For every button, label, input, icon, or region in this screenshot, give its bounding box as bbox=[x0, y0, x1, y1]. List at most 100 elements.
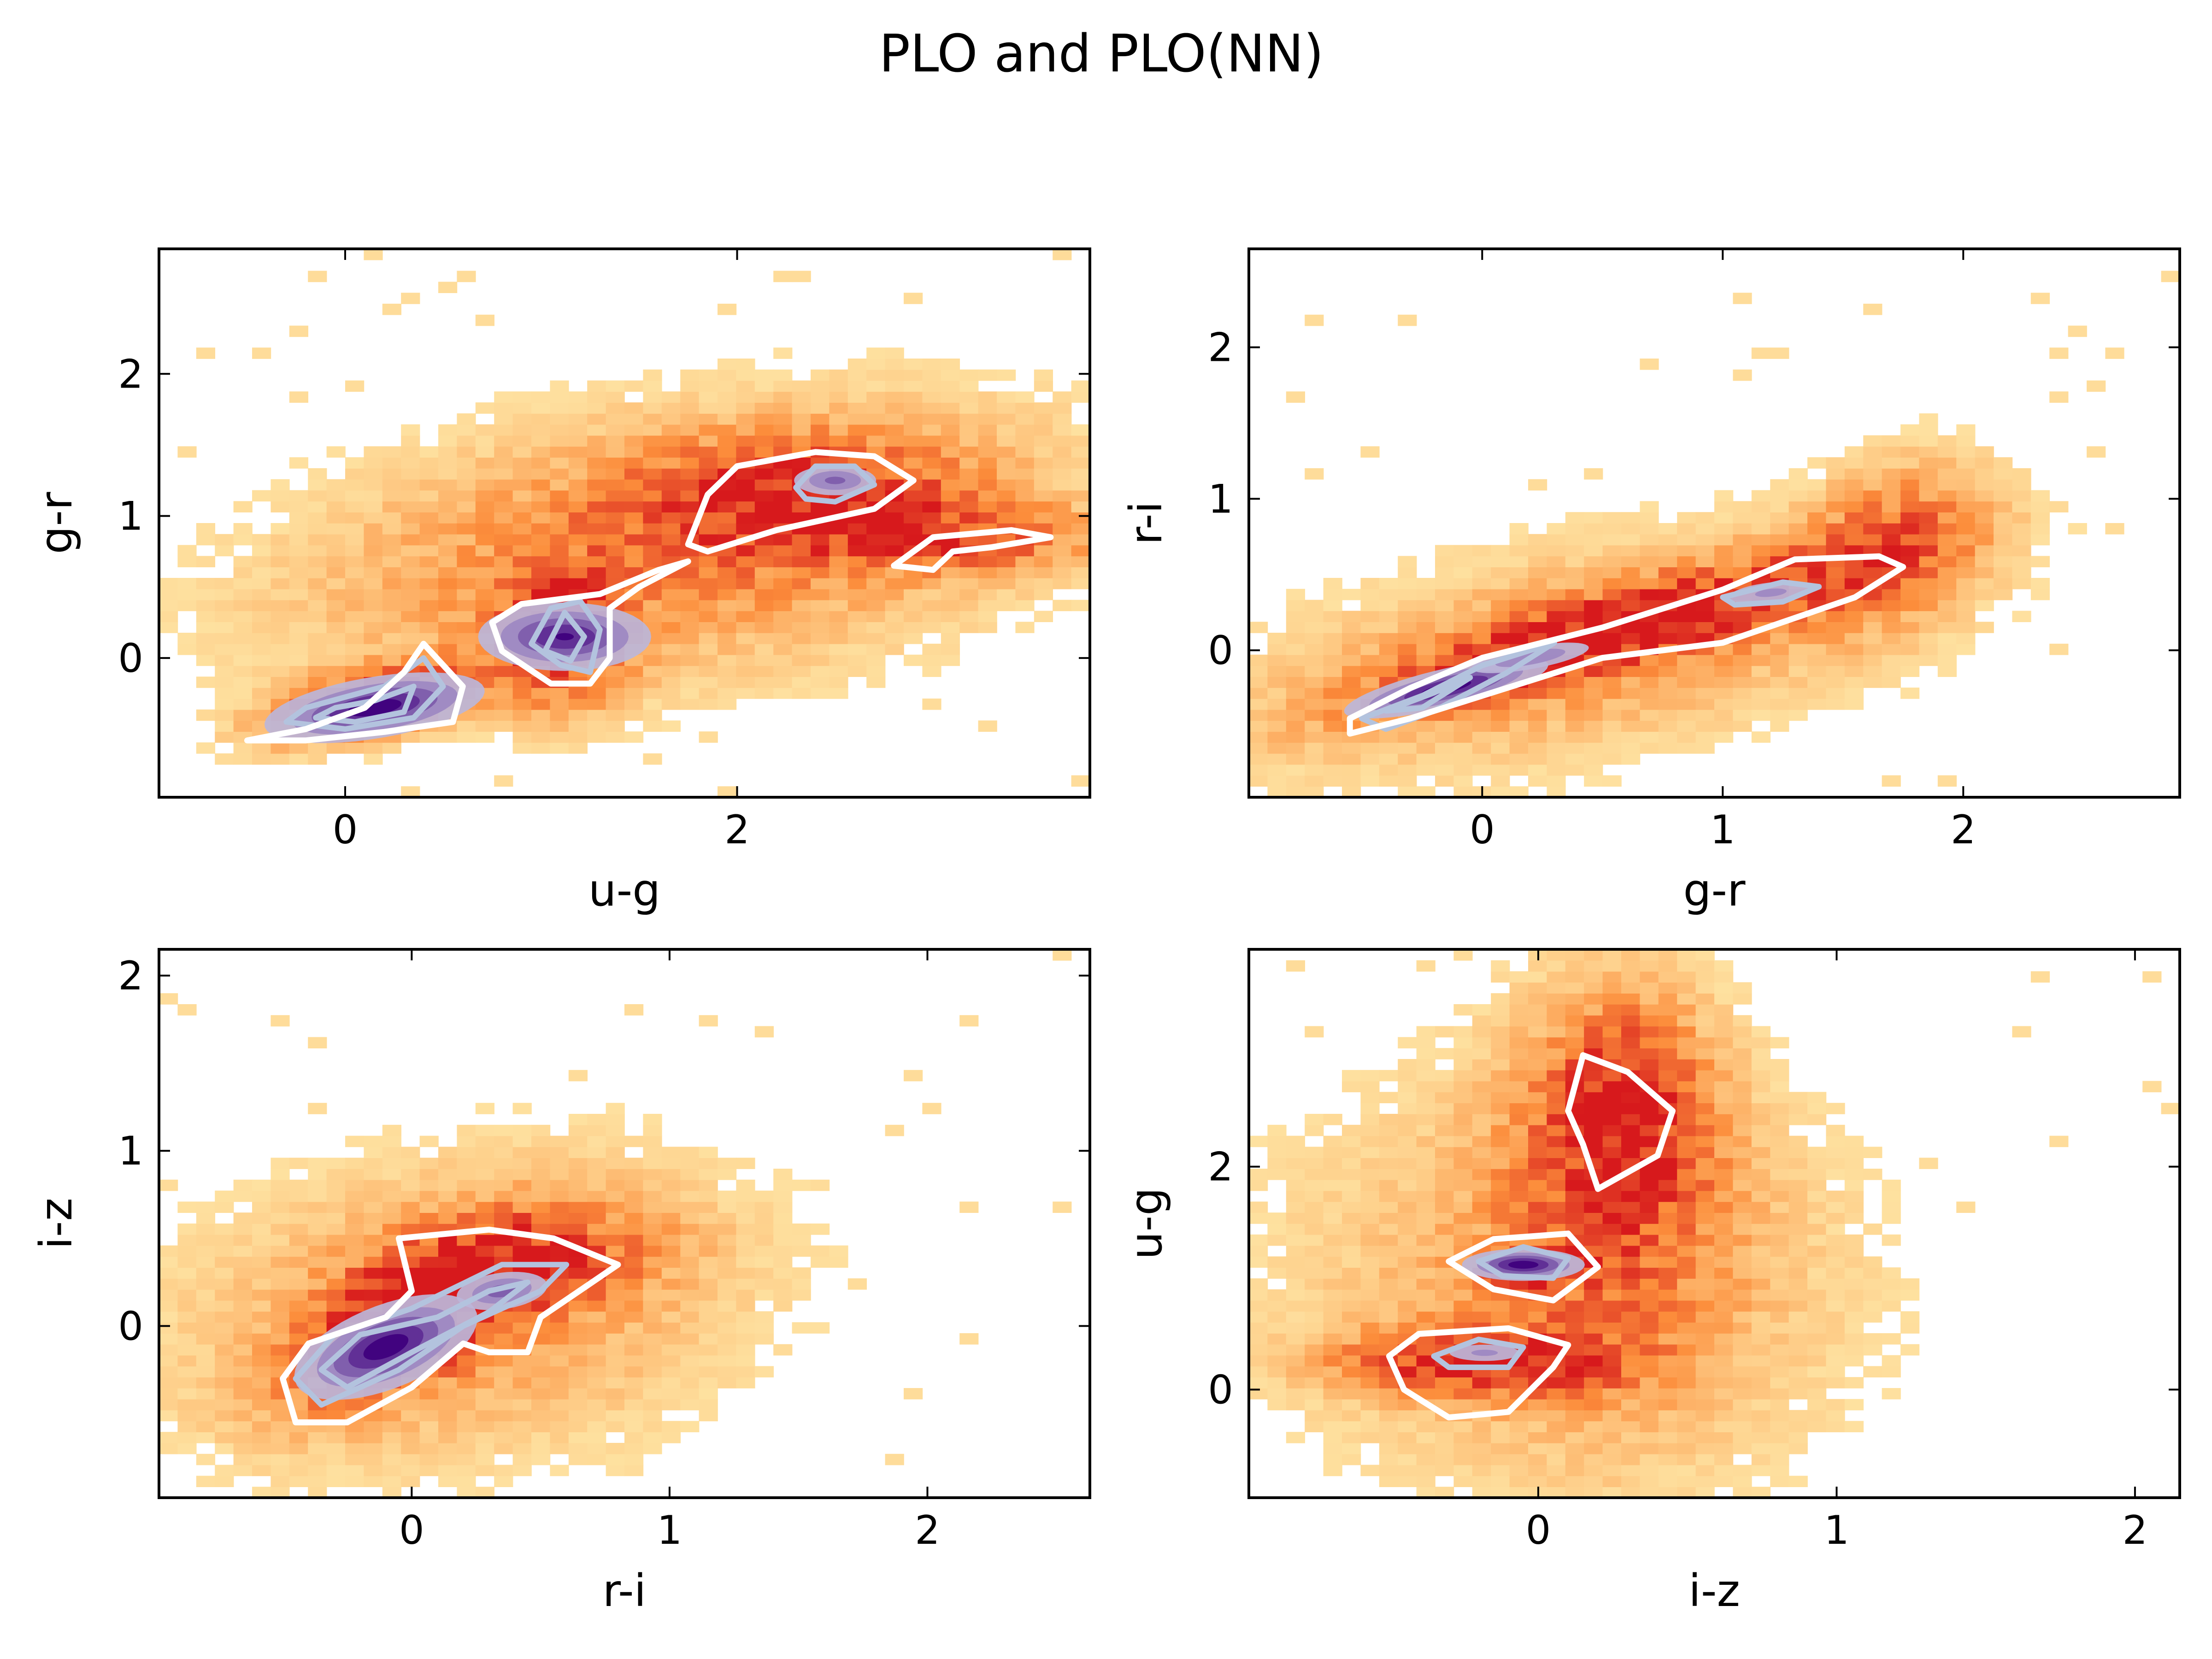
histogram-cell bbox=[419, 1179, 439, 1191]
histogram-cell bbox=[718, 1267, 737, 1279]
histogram-cell bbox=[159, 600, 178, 612]
histogram-cell bbox=[1565, 1158, 1584, 1169]
histogram-cell bbox=[1751, 677, 1771, 688]
histogram-cell bbox=[699, 731, 718, 743]
histogram-cell bbox=[1528, 1410, 1547, 1422]
histogram-cell bbox=[326, 1224, 346, 1235]
histogram-cell bbox=[829, 556, 848, 567]
histogram-cell bbox=[1416, 1410, 1435, 1422]
histogram-cell bbox=[196, 1322, 215, 1334]
histogram-cell bbox=[624, 490, 644, 502]
histogram-cell bbox=[1826, 633, 1845, 644]
histogram-cell bbox=[345, 479, 365, 491]
histogram-cell bbox=[1714, 490, 1734, 502]
histogram-cell bbox=[1640, 1103, 1659, 1114]
histogram-cell bbox=[1677, 633, 1696, 644]
histogram-cell bbox=[1528, 567, 1547, 578]
histogram-cell bbox=[1053, 949, 1072, 961]
histogram-cell bbox=[1695, 1453, 1715, 1465]
histogram-cell bbox=[1807, 1190, 1827, 1202]
histogram-cell bbox=[1882, 611, 1901, 622]
histogram-cell bbox=[1509, 611, 1529, 622]
histogram-cell bbox=[289, 588, 308, 600]
histogram-cell bbox=[196, 611, 215, 622]
histogram-cell bbox=[1453, 1103, 1473, 1114]
histogram-cell bbox=[1863, 1256, 1883, 1268]
histogram-cell bbox=[792, 1267, 811, 1279]
histogram-cell bbox=[1900, 424, 1920, 436]
histogram-cell bbox=[587, 435, 606, 447]
histogram-cell bbox=[1305, 1311, 1324, 1323]
histogram-cell bbox=[661, 1278, 681, 1290]
histogram-cell bbox=[606, 479, 625, 491]
histogram-cell bbox=[643, 1245, 662, 1257]
histogram-cell bbox=[1602, 1311, 1622, 1323]
histogram-cell bbox=[271, 1322, 290, 1334]
histogram-cell bbox=[587, 1300, 606, 1312]
histogram-cell bbox=[215, 1333, 234, 1345]
histogram-cell bbox=[457, 1443, 476, 1454]
histogram-cell bbox=[718, 1190, 737, 1202]
histogram-cell bbox=[1379, 1256, 1398, 1268]
histogram-cell bbox=[959, 424, 979, 436]
histogram-cell bbox=[2030, 588, 2050, 600]
histogram-cell bbox=[196, 578, 215, 589]
histogram-cell bbox=[624, 402, 644, 414]
histogram-cell bbox=[1882, 1179, 1901, 1191]
histogram-cell bbox=[847, 611, 867, 622]
histogram-cell bbox=[606, 567, 625, 578]
histogram-cell bbox=[1602, 1278, 1622, 1290]
histogram-cell bbox=[1034, 413, 1053, 425]
histogram-cell bbox=[2012, 512, 2031, 524]
histogram-cell bbox=[531, 698, 551, 710]
histogram-cell bbox=[1621, 512, 1641, 524]
histogram-cell bbox=[1267, 643, 1287, 655]
histogram-cell bbox=[233, 1388, 253, 1400]
histogram-cell bbox=[326, 1278, 346, 1290]
histogram-cell bbox=[401, 545, 420, 557]
histogram-cell bbox=[1640, 1256, 1659, 1268]
histogram-cell bbox=[550, 709, 569, 721]
histogram-cell bbox=[364, 665, 383, 677]
histogram-cell bbox=[177, 556, 197, 567]
histogram-cell bbox=[736, 1158, 755, 1169]
histogram-cell bbox=[457, 1234, 476, 1246]
histogram-cell bbox=[1658, 731, 1677, 743]
histogram-cell bbox=[1584, 534, 1603, 546]
histogram-cell bbox=[1584, 1465, 1603, 1477]
histogram-cell bbox=[457, 1465, 476, 1477]
histogram-cell bbox=[773, 490, 793, 502]
histogram-cell bbox=[1882, 1234, 1901, 1246]
histogram-cell bbox=[1640, 720, 1659, 732]
histogram-cell bbox=[1640, 523, 1659, 535]
histogram-cell bbox=[512, 1432, 532, 1443]
histogram-cell bbox=[1621, 1322, 1641, 1334]
histogram-cell bbox=[233, 534, 253, 546]
histogram-cell bbox=[550, 556, 569, 567]
histogram-cell bbox=[271, 556, 290, 567]
histogram-cell bbox=[2012, 545, 2031, 557]
histogram-cell bbox=[792, 567, 811, 578]
histogram-cell bbox=[457, 413, 476, 425]
histogram-cell bbox=[1900, 600, 1920, 612]
histogram-cell bbox=[1491, 698, 1510, 710]
histogram-cell bbox=[215, 1465, 234, 1477]
histogram-cell bbox=[1360, 578, 1380, 589]
histogram-cell bbox=[308, 665, 327, 677]
histogram-cell bbox=[401, 446, 420, 458]
histogram-cell bbox=[1714, 1366, 1734, 1377]
histogram-cell bbox=[661, 1355, 681, 1367]
histogram-cell bbox=[1658, 1311, 1677, 1323]
histogram-cell bbox=[475, 1355, 494, 1367]
histogram-cell bbox=[1807, 622, 1827, 633]
histogram-cell bbox=[643, 501, 662, 512]
histogram-cell bbox=[326, 479, 346, 491]
histogram-cell bbox=[271, 1453, 290, 1465]
histogram-cell bbox=[364, 1158, 383, 1169]
histogram-cell bbox=[1937, 665, 1957, 677]
histogram-cell bbox=[661, 435, 681, 447]
histogram-cell bbox=[308, 1487, 327, 1498]
histogram-cell bbox=[457, 731, 476, 743]
histogram-cell bbox=[308, 1311, 327, 1323]
histogram-cell bbox=[1975, 556, 1994, 567]
